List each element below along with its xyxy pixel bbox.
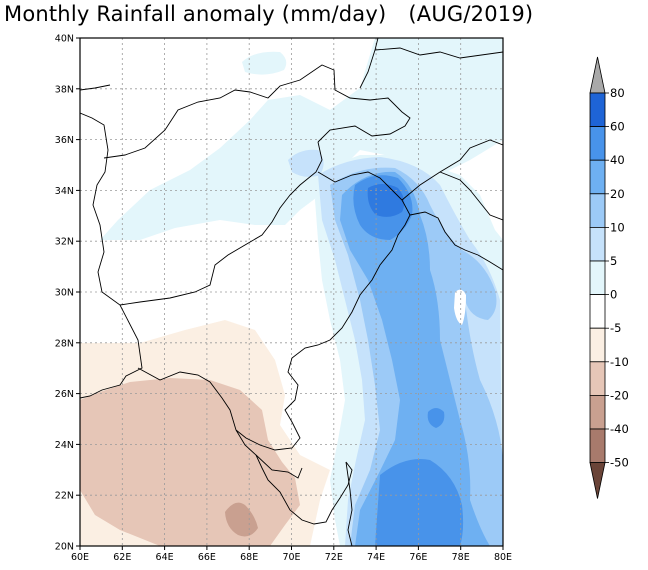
border-pakistan-india [235, 171, 411, 451]
colorbar-box [589, 361, 606, 396]
field-zero-hole-east [454, 289, 466, 325]
colorbar-box [589, 159, 606, 195]
title-main: Monthly Rainfall anomaly (mm/day) [4, 2, 387, 26]
x-tick-label: 62E [113, 552, 131, 563]
field-pos60-mid-blob [427, 408, 445, 428]
map-title: Monthly Rainfall anomaly (mm/day) (AUG/20… [4, 2, 533, 26]
border-kashmir [409, 211, 479, 256]
field-pos5-north-band [100, 38, 503, 240]
border-gujarat-coast [235, 429, 353, 525]
colorbar-label: 40 [610, 153, 625, 167]
map-grid [80, 38, 503, 546]
x-tick-label: 80E [494, 552, 512, 563]
field-pos40-east [340, 171, 490, 546]
border-kathiawar [255, 454, 303, 479]
x-tick-label: 66E [198, 552, 216, 563]
anomaly-fields [80, 38, 503, 546]
x-tick-label: 60E [71, 552, 89, 563]
y-tick-label: 38N [55, 84, 74, 95]
colorbar-box [589, 394, 606, 430]
colorbar-label: -20 [610, 388, 629, 402]
y-tick-label: 34N [55, 186, 74, 197]
colorbar-box [589, 126, 606, 161]
border-afghanistan-north [103, 64, 411, 159]
colorbar-box [589, 260, 606, 295]
y-tick-label: 36N [55, 135, 74, 146]
border-iran-east [80, 112, 143, 399]
field-neg20-kutch [225, 502, 258, 537]
colorbar-label: -40 [610, 422, 629, 436]
colorbar-top-arrow [589, 56, 606, 94]
x-tick-label: 78E [452, 552, 470, 563]
border-afghanistan-pakistan [119, 141, 323, 306]
colorbar-box [589, 428, 606, 463]
colorbar-label: -10 [610, 355, 629, 369]
colorbar-box [589, 226, 606, 262]
colorbar-box [589, 92, 606, 127]
colorbar-label: 5 [610, 254, 617, 268]
colorbar-box [589, 294, 606, 329]
colorbar-label: -50 [610, 456, 629, 470]
colorbar-label: 0 [610, 288, 617, 302]
field-pos80-core [367, 184, 405, 217]
border-iran-north [80, 84, 111, 91]
y-tick-label: 30N [55, 288, 74, 299]
y-tick-label: 28N [55, 338, 74, 349]
y-tick-label: 26N [55, 389, 74, 400]
colorbar-box [589, 193, 606, 228]
colorbar-label: 20 [610, 187, 625, 201]
y-tick-label: 24N [55, 440, 74, 451]
y-tick-label: 40N [55, 34, 74, 45]
x-tick-label: 70E [282, 552, 300, 563]
border-kyrgyz [374, 47, 503, 59]
x-tick-label: 68E [240, 552, 258, 563]
border-china-india [439, 171, 503, 221]
x-tick-label: 74E [367, 552, 385, 563]
colorbar-bottom-arrow [589, 462, 606, 499]
colorbar-box [589, 327, 606, 363]
y-tick-label: 32N [55, 237, 74, 248]
border-india-north [401, 139, 503, 201]
title-period: (AUG/2019) [408, 2, 534, 26]
colorbar-label: -5 [610, 321, 621, 335]
colorbar-label: 60 [610, 120, 625, 134]
country-borders [80, 38, 503, 546]
border-tajik [359, 38, 379, 89]
x-tick-label: 76E [409, 552, 427, 563]
field-pos5-top-blob [242, 51, 287, 75]
border-nepal [477, 254, 503, 271]
x-tick-label: 64E [156, 552, 174, 563]
y-tick-label: 22N [55, 491, 74, 502]
colorbar: 80 60 40 20 10 5 0 -5 -10 -20 -40 -50 [589, 56, 629, 499]
border-west-coast [345, 461, 353, 546]
colorbar-label: 80 [610, 86, 625, 100]
x-tick-label: 72E [325, 552, 343, 563]
border-pakistan-coast [137, 367, 237, 431]
y-axis-ticks: 20N 22N 24N 26N 28N 30N 32N 34N 36N 38N 40N [55, 34, 80, 553]
y-tick-label: 20N [55, 542, 74, 553]
x-axis-ticks: 60E 62E 64E 66E 68E 70E 72E 74E 76E 78E 80E [71, 546, 512, 563]
field-pos10-northwest [288, 149, 324, 177]
colorbar-label: 10 [610, 220, 625, 234]
field-neg10-southwest [80, 378, 300, 546]
field-pos60-south [375, 459, 464, 546]
